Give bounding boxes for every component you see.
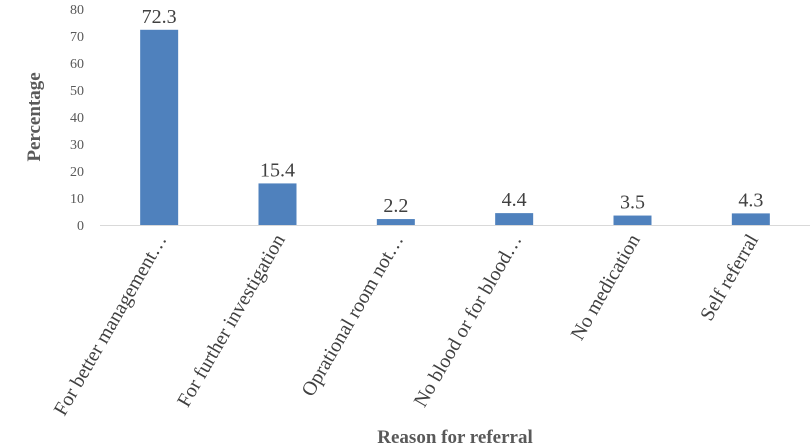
bar-value-label: 2.2 xyxy=(383,195,408,217)
bar-value-label: 72.3 xyxy=(142,6,177,28)
y-tick-label: 30 xyxy=(70,138,84,153)
y-tick-label: 10 xyxy=(70,192,84,207)
x-axis-title: Reason for referral xyxy=(377,427,532,447)
bar xyxy=(376,219,415,225)
bars-group xyxy=(140,29,770,225)
y-tick-label: 50 xyxy=(70,84,84,99)
bar xyxy=(613,215,652,225)
y-tick-label: 60 xyxy=(70,57,84,72)
category-label: No medication xyxy=(567,231,645,344)
bar xyxy=(495,213,534,225)
category-labels-group: For better management… For further invest… xyxy=(50,230,764,419)
y-tick-label: 70 xyxy=(70,30,84,45)
y-tick-label: 20 xyxy=(70,165,84,180)
bar-value-label: 15.4 xyxy=(260,159,295,181)
bar-value-label: 4.4 xyxy=(502,189,527,211)
category-label: Oprational room not… xyxy=(297,231,408,401)
bar xyxy=(258,183,297,225)
y-tick-label: 80 xyxy=(70,3,84,18)
bar xyxy=(140,29,179,225)
y-tick-label: 40 xyxy=(70,111,84,126)
y-axis-title: Percentage xyxy=(24,72,45,161)
data-labels-group: 72.3 15.4 2.2 4.4 3.5 4.3 xyxy=(142,6,764,217)
bar xyxy=(731,213,770,225)
y-tick-label: 0 xyxy=(77,219,84,234)
category-label: Self referral xyxy=(696,230,763,325)
y-axis-ticks: 0 10 20 30 40 50 60 70 80 xyxy=(70,3,84,234)
category-label: No blood or for blood… xyxy=(410,231,527,411)
bar-value-label: 3.5 xyxy=(620,192,645,214)
bar-value-label: 4.3 xyxy=(738,189,763,211)
category-label: For further investigation xyxy=(173,231,290,411)
category-label: For better management… xyxy=(50,231,172,420)
